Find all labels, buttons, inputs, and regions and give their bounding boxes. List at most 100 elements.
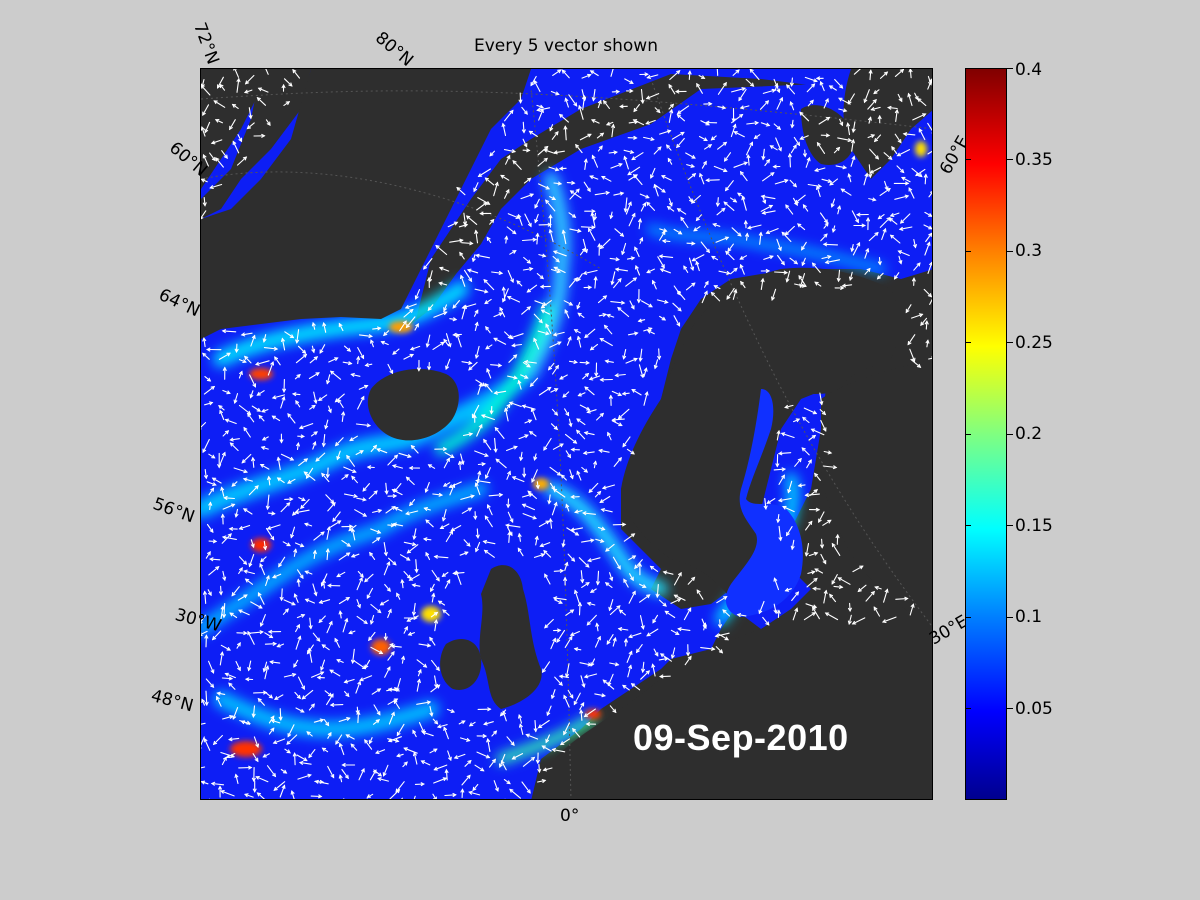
vector-arrowhead [303, 757, 308, 762]
vector-arrowhead [582, 450, 588, 455]
vector-arrowhead [203, 737, 208, 743]
vector-arrowhead [541, 253, 547, 258]
vector-arrow [673, 594, 686, 601]
vector-arrowhead [435, 666, 440, 672]
vector-arrowhead [206, 377, 212, 382]
vector-arrow [537, 157, 548, 167]
vector-arrow [553, 266, 566, 274]
vector-arrowhead [687, 607, 692, 612]
vector-arrowhead [691, 576, 696, 581]
vector-arrow [610, 69, 614, 77]
vector-arrowhead [404, 305, 410, 309]
vector-arrowhead [329, 669, 334, 674]
vector-arrowhead [586, 601, 592, 606]
vector-arrowhead [784, 231, 789, 236]
vector-arrow [781, 432, 795, 439]
vector-arrowhead [475, 253, 480, 258]
vector-arrow [369, 552, 376, 560]
vector-arrow [467, 269, 479, 274]
vector-arrowhead [779, 96, 784, 102]
vector-arrowhead [907, 340, 912, 346]
baltic-sea [725, 389, 803, 617]
vector-arrowhead [632, 277, 638, 282]
vector-arrowhead [477, 470, 482, 475]
vector-arrowhead [712, 223, 717, 227]
vector-arrow [823, 590, 827, 604]
vector-arrowhead [623, 578, 628, 583]
vector-arrowhead [525, 733, 530, 738]
vector-arrow [577, 336, 582, 348]
vector-arrow [608, 151, 618, 154]
vector-arrow [208, 453, 216, 459]
vector-arrow [581, 582, 590, 588]
vector-arrowhead [649, 565, 655, 570]
vector-arrow [831, 574, 838, 585]
vector-arrow [640, 202, 646, 212]
vector-arrow [568, 277, 578, 288]
vector-arrow [308, 703, 315, 711]
vector-arrow [483, 540, 496, 545]
vector-arrowhead [313, 591, 318, 597]
vector-arrowhead [889, 234, 895, 239]
vector-arrow [607, 432, 612, 441]
vector-arrowhead [437, 600, 443, 605]
vector-arrowhead [286, 502, 291, 507]
vector-arrowhead [532, 515, 537, 520]
vector-arrow [668, 109, 673, 123]
vector-arrowhead [690, 164, 696, 168]
vector-arrowhead [509, 109, 514, 114]
vector-arrow [907, 334, 916, 345]
vector-arrowhead [317, 397, 323, 402]
vector-arrowhead [572, 727, 577, 733]
vector-arrowhead [210, 683, 215, 688]
vector-arrow [587, 602, 596, 606]
vector-arrow [412, 584, 421, 587]
map-area[interactable]: 09-Sep-2010 [200, 68, 933, 800]
vector-arrowhead [409, 346, 415, 351]
vector-arrow [352, 648, 355, 664]
vector-arrow [437, 724, 448, 728]
colorbar-tick [1007, 708, 1013, 709]
vector-arrow [342, 618, 348, 633]
vector-arrow [538, 764, 541, 773]
vector-arrowhead [209, 528, 214, 533]
vector-arrowhead [218, 404, 223, 410]
vector-arrowhead [659, 268, 665, 273]
vector-arrowhead [377, 772, 383, 777]
vector-arrow [351, 553, 360, 558]
vector-arrowhead [789, 82, 794, 87]
vector-arrow [894, 69, 904, 77]
vector-arrow [524, 361, 537, 364]
vector-arrowhead [351, 527, 355, 533]
vector-arrowhead [797, 223, 802, 228]
vector-arrowhead [276, 643, 281, 648]
vector-arrowhead [344, 617, 349, 623]
vector-arrow [416, 701, 431, 705]
vector-arrowhead [423, 265, 428, 270]
vector-arrowhead [787, 488, 792, 494]
vector-arrowhead [584, 372, 590, 377]
vector-arrowhead [406, 556, 411, 561]
vector-arrowhead [478, 423, 483, 429]
vector-arrowhead [629, 88, 634, 93]
vector-arrowhead [423, 507, 428, 511]
vector-arrowhead [563, 576, 568, 581]
vector-arrowhead [778, 536, 783, 542]
vector-arrow [282, 541, 291, 547]
vector-arrowhead [210, 781, 216, 786]
vector-arrowhead [369, 551, 374, 557]
vector-arrow [211, 139, 223, 144]
vector-arrowhead [928, 225, 932, 230]
vector-arrowhead [676, 598, 682, 602]
vector-arrow [471, 404, 480, 418]
vector-arrow [609, 662, 619, 666]
vector-arrowhead [328, 620, 333, 626]
land-finland-russia [821, 359, 932, 628]
vector-arrowhead [820, 544, 825, 549]
vector-arrow [222, 503, 235, 510]
land-greenland [201, 69, 311, 219]
vector-arrowhead [417, 668, 422, 674]
vector-arrowhead [452, 332, 457, 337]
vector-arrowhead [555, 91, 560, 96]
vector-arrowhead [288, 82, 293, 87]
